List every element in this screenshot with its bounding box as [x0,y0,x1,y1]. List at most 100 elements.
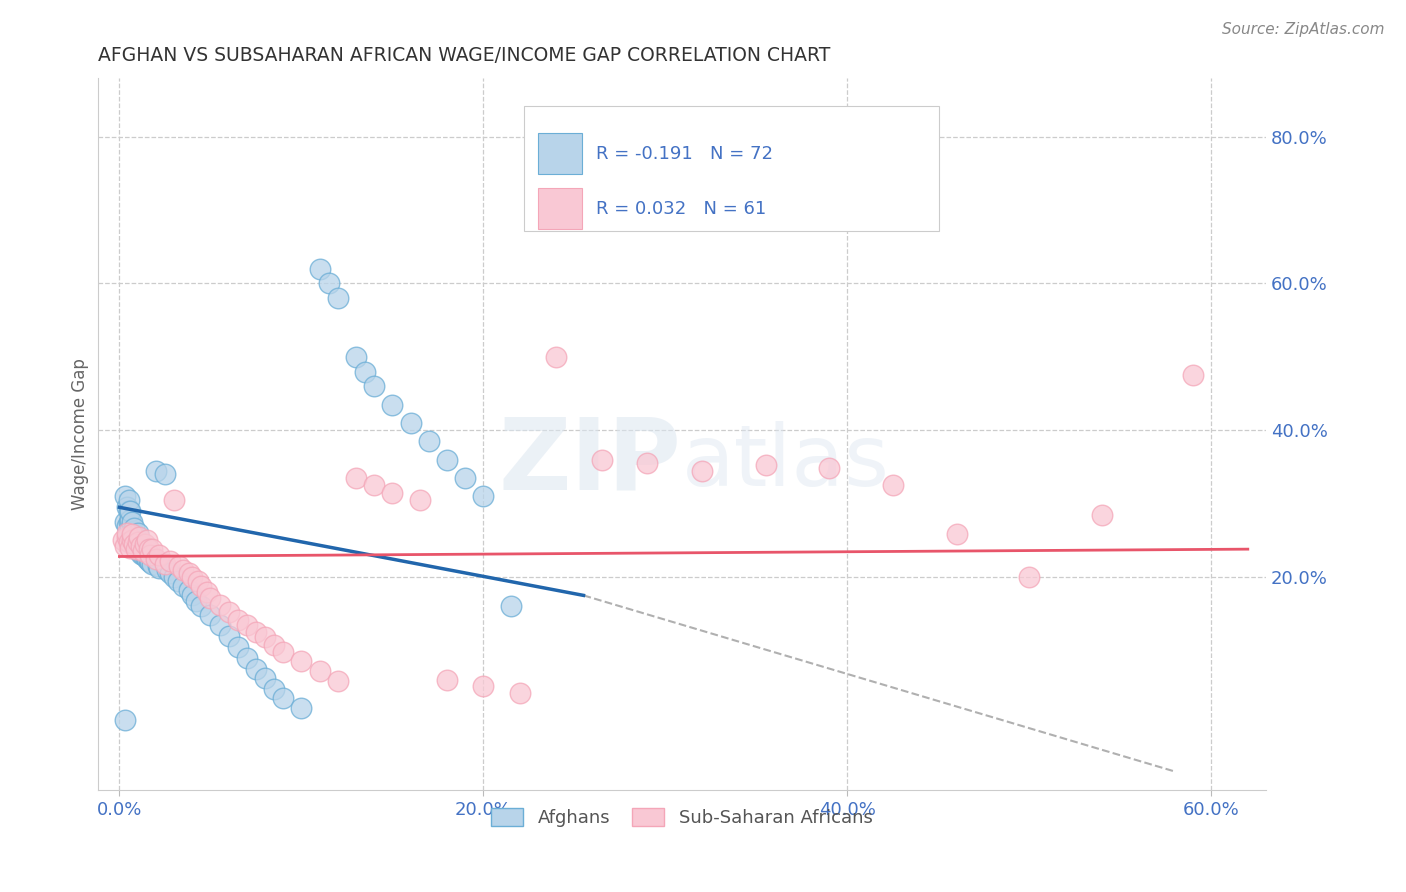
Point [125,539,148,553]
Point [308,261,330,276]
Point [177,566,200,581]
Point [138,554,160,568]
Point [121,524,143,539]
Point [159,566,181,581]
Point [290,700,312,714]
Point [128,530,150,544]
Point [129,539,152,553]
Y-axis label: Wage/Income Gap: Wage/Income Gap [72,358,89,510]
Point [363,478,385,492]
Point [117,526,139,541]
Point [145,551,167,566]
Point [344,350,367,364]
Point [120,530,142,544]
Point [436,452,458,467]
Point [121,533,143,548]
Point [128,537,150,551]
Point [253,630,276,644]
Point [184,593,207,607]
Point [1091,508,1114,522]
Point [263,638,285,652]
Point [591,452,613,467]
Point [271,691,294,706]
Point [399,416,422,430]
Point [125,530,148,544]
Point [818,461,841,475]
Point [1182,368,1205,383]
Point [226,640,249,654]
Point [132,544,155,558]
Point [115,518,138,533]
Point [472,489,495,503]
Point [148,548,170,562]
Point [381,485,404,500]
Point [181,588,204,602]
Point [200,591,222,605]
Point [344,471,367,485]
Point [127,534,149,549]
Point [308,664,330,678]
Point [129,539,152,553]
Point [436,673,458,687]
Point [127,526,149,541]
Point [326,674,349,689]
Point [134,537,156,551]
Point [245,625,267,640]
Point [177,583,200,598]
Text: atlas: atlas [682,421,890,504]
Point [114,489,136,503]
Point [499,599,522,614]
Point [122,537,145,551]
Point [135,551,157,566]
Point [187,574,209,588]
Point [326,291,349,305]
Point [115,526,138,541]
Point [290,655,312,669]
Text: R = -0.191   N = 72: R = -0.191 N = 72 [596,145,773,162]
Point [181,570,204,584]
Point [120,513,142,527]
Point [122,537,145,551]
Point [882,478,904,492]
Point [218,629,240,643]
FancyBboxPatch shape [524,106,939,231]
Point [195,584,218,599]
Point [236,650,259,665]
Point [120,522,142,536]
Point [117,534,139,549]
Point [114,515,136,529]
Point [636,456,658,470]
Point [226,613,249,627]
Point [153,467,176,482]
Point [135,544,157,558]
Point [114,539,136,553]
Point [127,534,149,549]
Point [135,533,157,548]
Point [546,350,568,364]
Legend: Afghans, Sub-Saharan Africans: Afghans, Sub-Saharan Africans [484,801,880,834]
Point [263,681,285,696]
Point [381,398,404,412]
Point [153,557,176,571]
Point [172,563,194,577]
Point [253,671,276,685]
Point [121,533,143,548]
Point [117,515,139,529]
Point [190,599,212,614]
Point [245,662,267,676]
Point [363,379,385,393]
Point [127,542,149,557]
Text: R = 0.032   N = 61: R = 0.032 N = 61 [596,200,766,218]
Text: AFGHAN VS SUBSAHARAN AFRICAN WAGE/INCOME GAP CORRELATION CHART: AFGHAN VS SUBSAHARAN AFRICAN WAGE/INCOME… [97,46,830,65]
Point [138,542,160,557]
Point [129,547,152,561]
Point [115,500,138,515]
Point [117,492,139,507]
Point [172,579,194,593]
Point [121,527,143,541]
Point [1018,570,1040,584]
Point [156,563,179,577]
Point [208,598,231,612]
Point [134,549,156,564]
Point [120,504,142,518]
